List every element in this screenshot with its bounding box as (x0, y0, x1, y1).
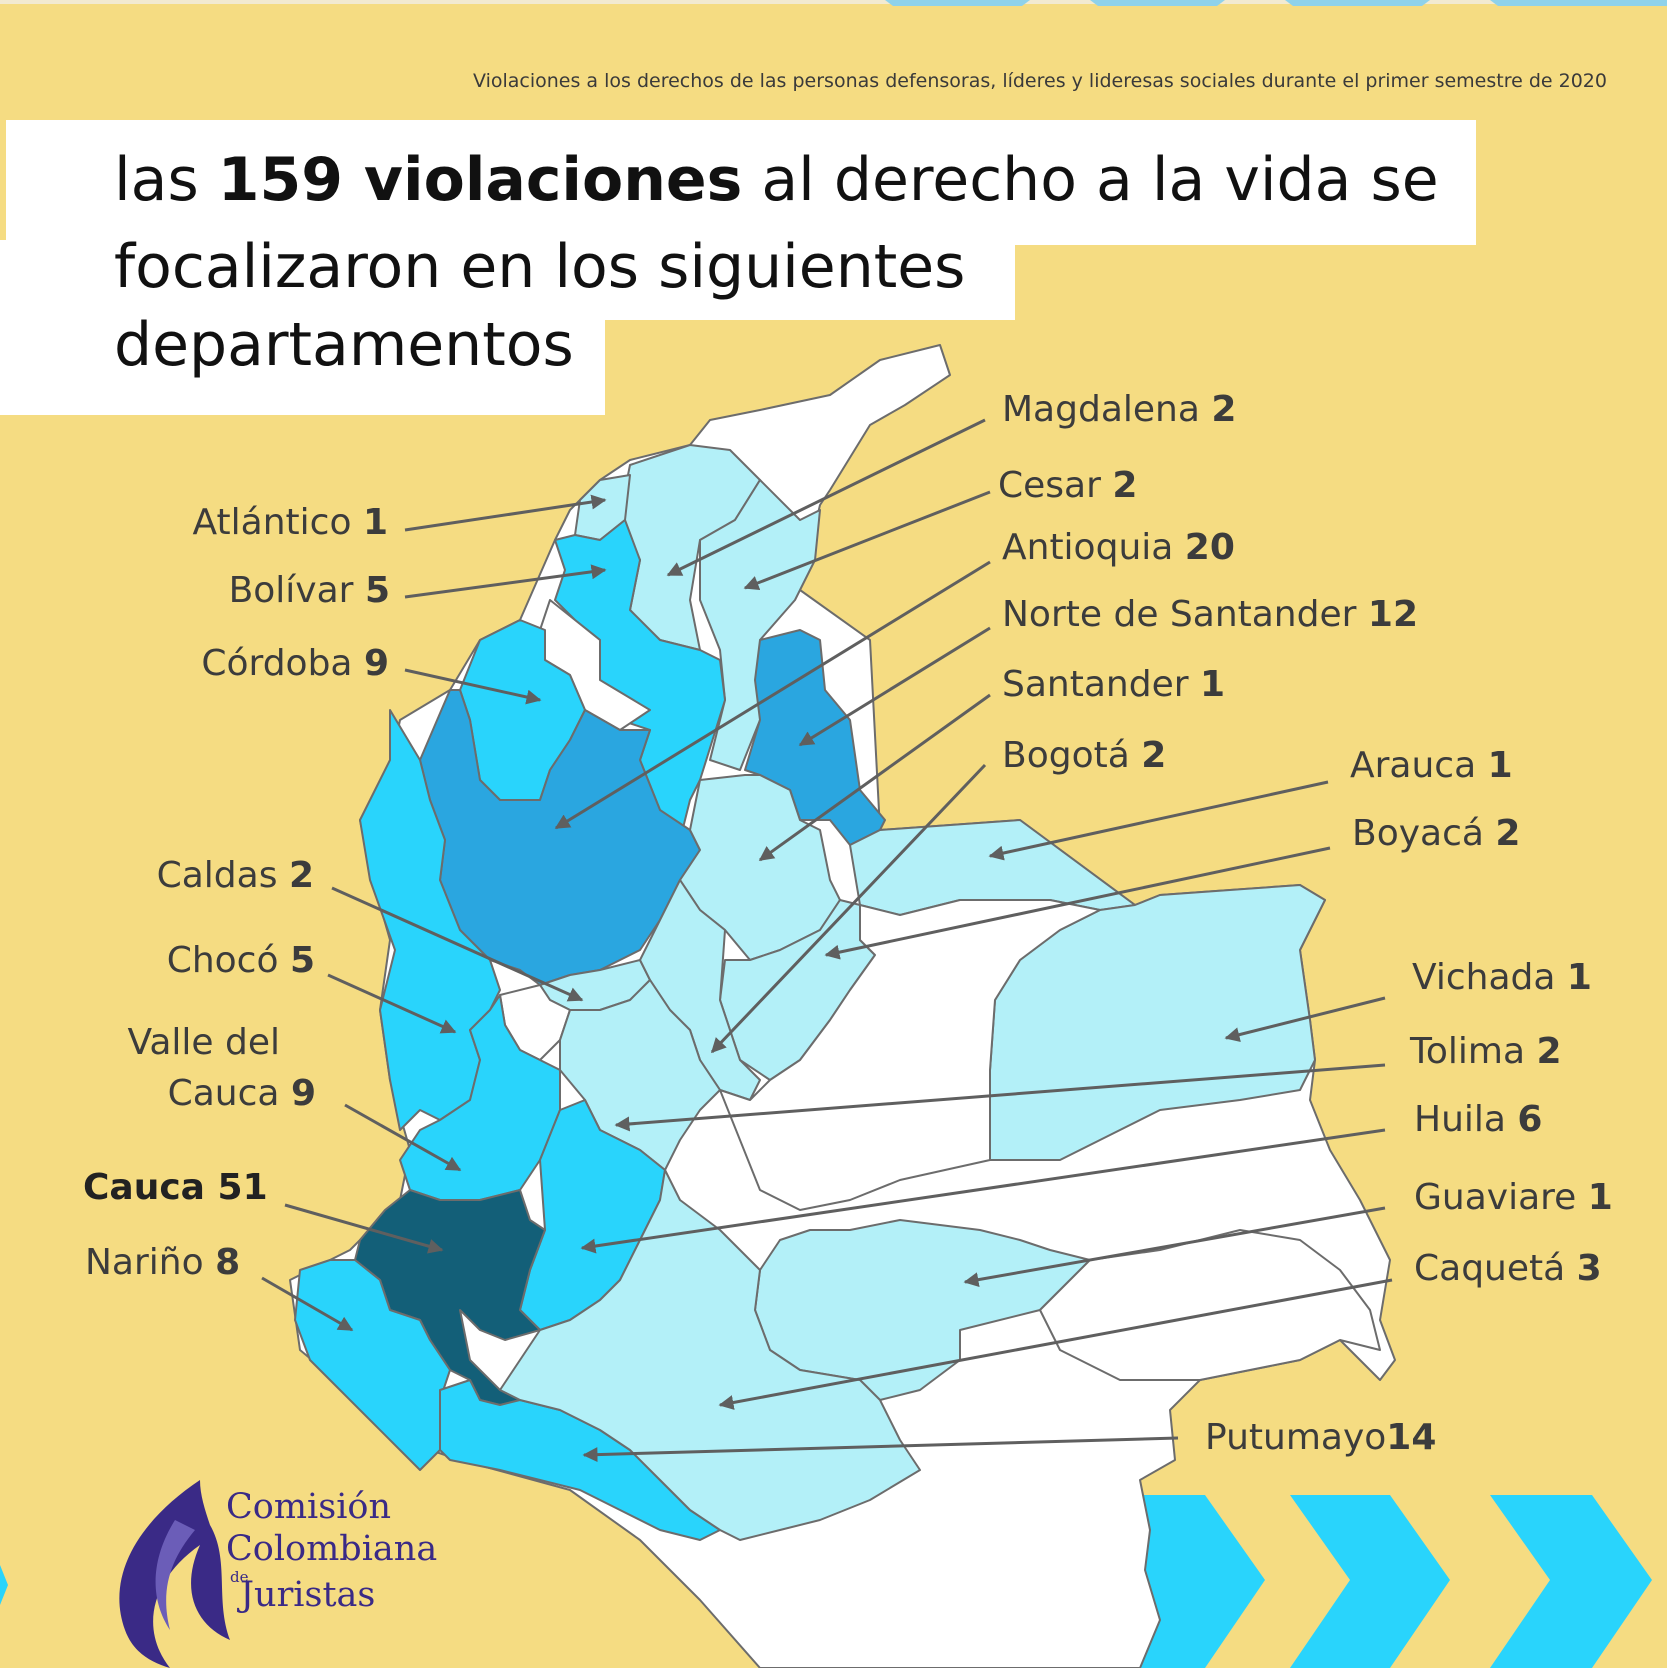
label-magdalena: Magdalena 2 (1002, 389, 1237, 430)
label-valle-line2: Cauca 9 (167, 1073, 316, 1114)
arrow-santander (758, 693, 991, 862)
arrow-antioquia (554, 560, 991, 830)
label-cordoba: Córdoba 9 (201, 643, 389, 684)
label-guaviare: Guaviare 1 (1414, 1177, 1613, 1218)
arrow-bolivar (404, 564, 607, 599)
arrow-bogota (710, 763, 987, 1054)
label-bolivar: Bolívar 5 (228, 570, 390, 611)
label-caqueta: Caquetá 3 (1414, 1248, 1602, 1289)
arrow-caldas (331, 886, 584, 1002)
region-vaupes (1039, 1229, 1381, 1381)
top-strip (0, 0, 1667, 6)
logo-text-line-1: Comisión (226, 1487, 392, 1527)
label-arauca: Arauca 1 (1350, 745, 1513, 786)
logo-flame-icon (119, 1480, 230, 1668)
headline-line-3: departamentos (114, 310, 574, 380)
label-choco: Chocó 5 (166, 940, 315, 981)
headline-line-1: las 159 violaciones al derecho a la vida… (114, 145, 1439, 215)
label-boyaca: Boyacá 2 (1352, 813, 1521, 854)
arrow-caqueta (718, 1278, 1393, 1410)
label-cesar: Cesar 2 (998, 465, 1138, 506)
label-vichada: Vichada 1 (1412, 957, 1592, 998)
label-caldas: Caldas 2 (156, 855, 314, 896)
label-bogota: Bogotá 2 (1002, 735, 1167, 776)
logo-text-line-2: Colombiana (226, 1529, 438, 1569)
subtitle: Violaciones a los derechos de las person… (473, 70, 1607, 92)
arrow-boyaca (824, 846, 1331, 960)
colombia-map (289, 344, 1396, 1668)
pointer-arrows (261, 418, 1393, 1463)
label-putumayo: Putumayo14 (1205, 1417, 1437, 1458)
title-box (0, 120, 1476, 415)
arrow-magdalena (666, 418, 986, 577)
label-cauca: Cauca 51 (83, 1167, 268, 1208)
arrow-tolima (614, 1063, 1386, 1132)
arrow-huila (580, 1128, 1386, 1254)
arrow-cordoba (404, 668, 542, 705)
label-tolima: Tolima 2 (1410, 1031, 1562, 1072)
arrow-atlantico (404, 494, 607, 532)
label-narino: Nariño 8 (85, 1242, 241, 1283)
label-valle-line1: Valle del (127, 1022, 281, 1063)
chevron-decoration (0, 1495, 1652, 1668)
headline-line-2: focalizaron en los siguientes (114, 232, 966, 302)
arrow-norte-santander (798, 626, 991, 747)
label-norte-santander: Norte de Santander 12 (1002, 594, 1418, 635)
arrow-cesar (743, 490, 991, 591)
label-atlantico: Atlántico 1 (192, 502, 388, 543)
label-huila: Huila 6 (1414, 1099, 1543, 1140)
arrow-vichada (1224, 996, 1386, 1042)
arrow-narino (261, 1276, 354, 1332)
arrow-putumayo (582, 1436, 1179, 1463)
arrow-valle (344, 1103, 462, 1172)
region-tolima (559, 979, 721, 1171)
logo-text-line-3: Juristas (240, 1575, 376, 1615)
label-antioquia: Antioquia 20 (1002, 527, 1235, 568)
arrow-guaviare (963, 1206, 1386, 1288)
label-santander: Santander 1 (1002, 664, 1226, 705)
headline-emphasis: 159 violaciones (217, 145, 743, 215)
logo-text-de: de (230, 1568, 249, 1586)
region-meta (719, 899, 1101, 1211)
arrow-arauca (988, 780, 1329, 861)
arrow-choco (327, 973, 457, 1034)
arrow-cauca (284, 1203, 444, 1254)
